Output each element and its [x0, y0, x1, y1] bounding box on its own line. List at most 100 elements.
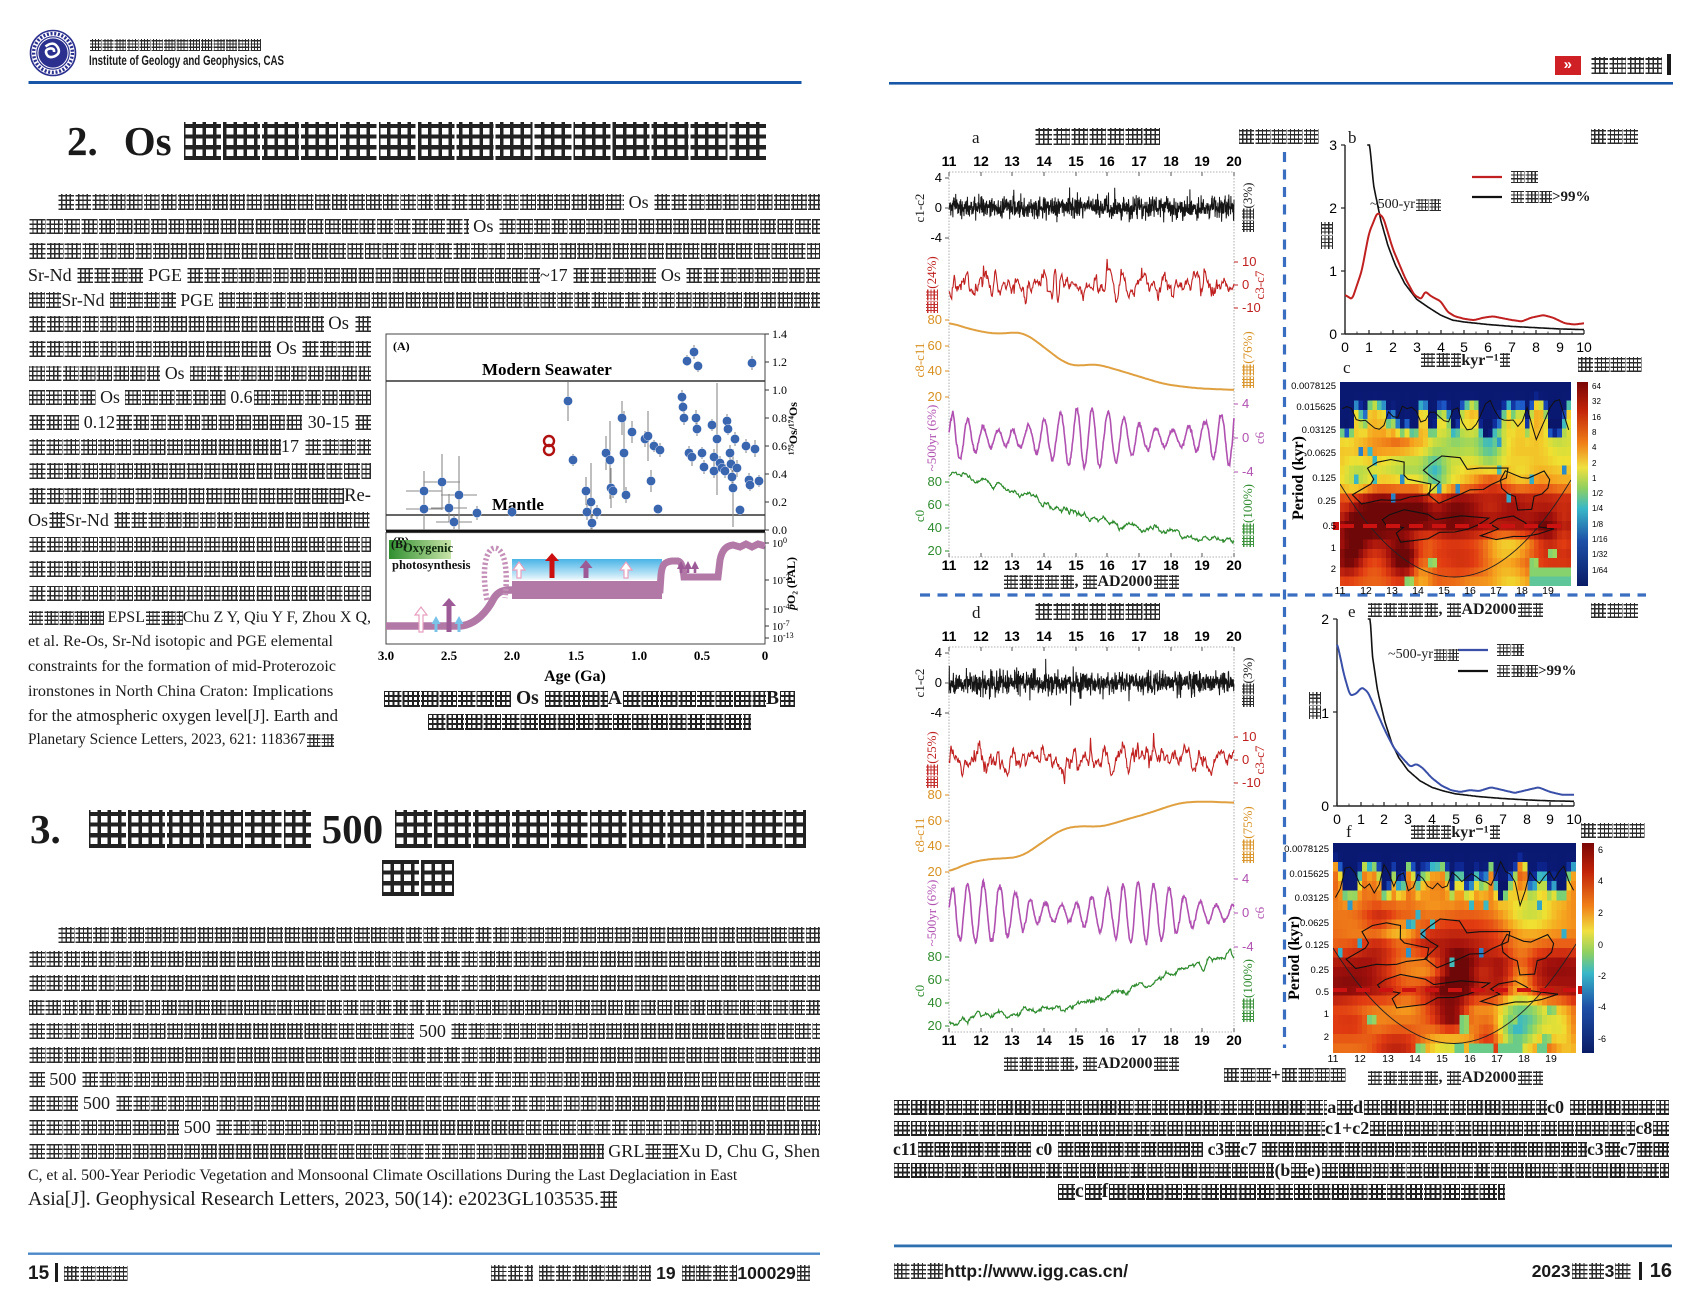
svg-text:0.03125: 0.03125 — [1302, 425, 1336, 436]
svg-text:0.2: 0.2 — [772, 495, 787, 509]
svg-text:15: 15 — [1068, 628, 1084, 644]
svg-text:0: 0 — [1242, 905, 1249, 920]
svg-text:0: 0 — [935, 200, 942, 215]
svg-text:14: 14 — [1036, 628, 1052, 644]
svg-text:18: 18 — [1163, 628, 1179, 644]
svg-text:16: 16 — [1099, 1032, 1115, 1048]
svg-text:17: 17 — [1131, 557, 1147, 573]
svg-text:2: 2 — [1380, 811, 1388, 827]
svg-text:16: 16 — [1464, 585, 1476, 597]
svg-text:-4: -4 — [1598, 1002, 1606, 1012]
svg-text:16: 16 — [1464, 1053, 1476, 1065]
svg-text:40: 40 — [928, 838, 942, 853]
svg-text:Modern Seawater: Modern Seawater — [482, 360, 612, 379]
svg-text:20: 20 — [928, 389, 942, 404]
svg-text:4: 4 — [1242, 396, 1249, 411]
svg-text:1.2: 1.2 — [772, 355, 787, 369]
svg-text:0.125: 0.125 — [1312, 473, 1336, 484]
svg-text:19: 19 — [1194, 1032, 1210, 1048]
svg-text:17: 17 — [1131, 628, 1147, 644]
svg-text:1.0: 1.0 — [631, 648, 647, 663]
svg-text:4: 4 — [1598, 876, 1603, 886]
svg-text:2: 2 — [1329, 200, 1337, 216]
svg-text:pO₂ (PAL): pO₂ (PAL) — [784, 557, 798, 611]
svg-text:13: 13 — [1382, 1053, 1394, 1065]
svg-text:80: 80 — [928, 787, 942, 802]
svg-text:10-13: 10-13 — [772, 631, 794, 645]
svg-text:1/32: 1/32 — [1592, 550, 1608, 559]
svg-text:19: 19 — [1194, 628, 1210, 644]
svg-text:0.0: 0.0 — [772, 523, 787, 537]
svg-text:-4: -4 — [1242, 464, 1254, 479]
svg-text:11: 11 — [1335, 585, 1346, 597]
svg-text:8: 8 — [1523, 811, 1531, 827]
svg-text:¹⁷⁵Os/¹⁷⁴Os: ¹⁷⁵Os/¹⁷⁴Os — [786, 402, 800, 455]
svg-text:15: 15 — [1438, 585, 1450, 597]
svg-text:13: 13 — [1004, 153, 1020, 169]
svg-text:1: 1 — [1321, 705, 1329, 721]
svg-text:13: 13 — [1004, 1032, 1020, 1048]
svg-text:0: 0 — [762, 648, 769, 663]
svg-text:6: 6 — [1484, 339, 1492, 355]
svg-text:0.4: 0.4 — [772, 467, 787, 481]
svg-text:2.0: 2.0 — [504, 648, 520, 663]
svg-text:3: 3 — [1329, 137, 1337, 153]
svg-text:20: 20 — [928, 1018, 942, 1033]
svg-text:40: 40 — [928, 363, 942, 378]
svg-text:20: 20 — [928, 864, 942, 879]
svg-text:12: 12 — [973, 628, 989, 644]
svg-text:0.0078125: 0.0078125 — [1291, 381, 1336, 392]
svg-text:2: 2 — [1592, 459, 1597, 468]
svg-text:11: 11 — [942, 153, 957, 169]
svg-text:17: 17 — [1131, 1032, 1147, 1048]
svg-text:6: 6 — [1475, 811, 1483, 827]
svg-text:20: 20 — [1226, 557, 1242, 573]
svg-text:64: 64 — [1592, 382, 1601, 391]
svg-text:-10: -10 — [1242, 775, 1261, 790]
svg-text:0.03125: 0.03125 — [1295, 893, 1329, 904]
svg-text:0.5: 0.5 — [1323, 521, 1336, 532]
svg-text:7: 7 — [1499, 811, 1507, 827]
svg-text:19: 19 — [1542, 585, 1554, 597]
svg-text:10: 10 — [1242, 729, 1256, 744]
svg-text:1: 1 — [1592, 474, 1597, 483]
svg-text:0: 0 — [935, 675, 942, 690]
svg-text:13: 13 — [1004, 557, 1020, 573]
svg-text:0: 0 — [1341, 339, 1349, 355]
svg-text:8: 8 — [1532, 339, 1540, 355]
svg-text:4: 4 — [935, 645, 942, 660]
svg-text:32: 32 — [1592, 397, 1601, 406]
svg-text:2: 2 — [1389, 339, 1397, 355]
svg-text:2.5: 2.5 — [441, 648, 458, 663]
svg-text:-4: -4 — [930, 230, 942, 245]
svg-text:4: 4 — [1428, 811, 1436, 827]
svg-text:-4: -4 — [1242, 939, 1254, 954]
svg-text:18: 18 — [1516, 585, 1528, 597]
svg-text:20: 20 — [1226, 1032, 1242, 1048]
svg-text:0.8: 0.8 — [772, 411, 787, 425]
svg-text:80: 80 — [928, 312, 942, 327]
svg-text:1/64: 1/64 — [1592, 566, 1608, 575]
svg-text:2: 2 — [1598, 908, 1603, 918]
svg-text:12: 12 — [973, 557, 989, 573]
svg-text:0: 0 — [1242, 430, 1249, 445]
svg-text:1: 1 — [1329, 263, 1337, 279]
svg-text:100: 100 — [772, 536, 787, 550]
svg-text:16: 16 — [1592, 413, 1601, 422]
svg-text:0.015625: 0.015625 — [1296, 402, 1336, 413]
svg-text:19: 19 — [1545, 1053, 1557, 1065]
svg-text:3: 3 — [1404, 811, 1412, 827]
svg-text:18: 18 — [1163, 153, 1179, 169]
svg-text:0.6: 0.6 — [772, 439, 787, 453]
svg-text:60: 60 — [928, 972, 942, 987]
svg-text:1/16: 1/16 — [1592, 535, 1608, 544]
svg-text:1.4: 1.4 — [772, 327, 787, 341]
svg-text:16: 16 — [1099, 628, 1115, 644]
svg-text:1/8: 1/8 — [1592, 520, 1604, 529]
svg-text:12: 12 — [1354, 1053, 1366, 1065]
svg-text:0.0078125: 0.0078125 — [1284, 844, 1329, 855]
svg-text:Period (kyr): Period (kyr) — [1290, 436, 1307, 520]
svg-text:60: 60 — [928, 813, 942, 828]
svg-text:1: 1 — [1365, 339, 1373, 355]
svg-text:11: 11 — [942, 557, 957, 573]
